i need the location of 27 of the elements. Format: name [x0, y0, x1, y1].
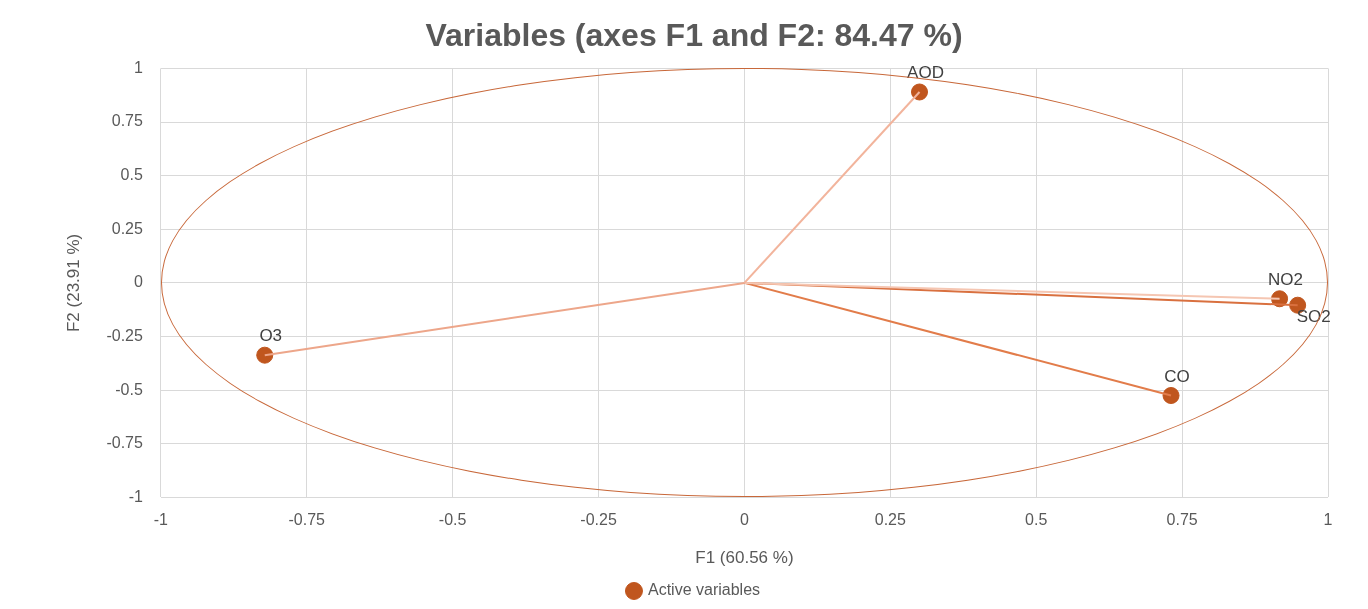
x-tick-label: -0.5	[438, 511, 467, 529]
y-tick-label: 0.75	[111, 112, 143, 130]
annotation: O3	[259, 326, 283, 346]
y-tick-label: 0.5	[120, 166, 143, 184]
y-tick-label: -0.25	[106, 326, 143, 344]
x-tick-label: 0.25	[874, 511, 906, 529]
x-tick-label: 0.75	[1166, 511, 1198, 529]
x-axis-title: F1 (60.56 %)	[695, 548, 794, 568]
y-tick-label: 0.25	[111, 219, 143, 237]
y-axis-title: F2 (23.91 %)	[63, 233, 83, 333]
y-tick-label: -1	[128, 487, 143, 505]
x-tick-label: -0.25	[580, 511, 617, 529]
y-tick-label: -0.75	[106, 434, 143, 452]
legend-label: Active variables	[647, 581, 761, 599]
annotation: CO	[1164, 366, 1190, 386]
chart-title: Variables (axes F1 and F2: 84.47 %)	[425, 17, 963, 54]
y-tick-label: 1	[133, 58, 143, 76]
x-tick-label: 1	[1323, 511, 1333, 529]
annotation: SO2	[1296, 307, 1331, 327]
y-tick-label: -0.5	[115, 380, 143, 398]
annotation: NO2	[1268, 269, 1304, 289]
x-tick-label: -0.75	[288, 511, 326, 529]
x-tick-label: 0.5	[1025, 511, 1048, 529]
y-tick-label: 0	[133, 273, 143, 291]
x-tick-label: 0	[739, 511, 749, 529]
annotation: AOD	[907, 63, 944, 83]
x-tick-label: -1	[153, 511, 169, 529]
